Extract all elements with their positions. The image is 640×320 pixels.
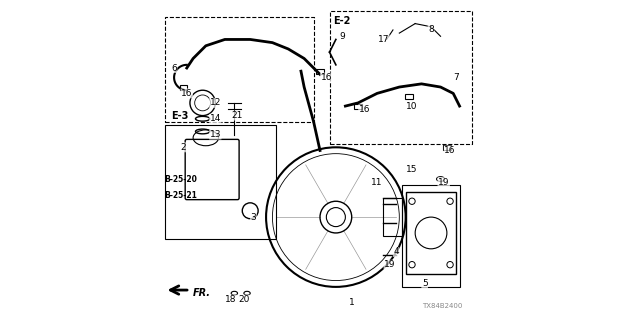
Text: 13: 13 [209, 130, 221, 139]
Text: 5: 5 [422, 279, 428, 288]
Bar [164, 125, 276, 239]
Text: 2: 2 [180, 143, 186, 152]
Text: FR.: FR. [193, 288, 211, 299]
Text: 17: 17 [378, 35, 389, 44]
Text: E-3: E-3 [171, 111, 188, 121]
Text: 7: 7 [454, 73, 460, 82]
Text: B-25-21: B-25-21 [164, 191, 197, 200]
Text: 8: 8 [428, 25, 434, 35]
Text: 14: 14 [210, 114, 221, 123]
Text: 3: 3 [250, 212, 256, 222]
Text: 19: 19 [384, 260, 396, 269]
Text: 16: 16 [321, 73, 332, 82]
Text: 4: 4 [394, 247, 399, 257]
Text: B-25-20: B-25-20 [164, 175, 197, 184]
Text: 10: 10 [406, 101, 418, 111]
Text: 18: 18 [225, 295, 237, 304]
Text: 6: 6 [172, 63, 177, 73]
Text: 19: 19 [438, 178, 449, 187]
Bar [403, 185, 460, 287]
Bar [330, 11, 472, 144]
Text: 1: 1 [349, 298, 355, 307]
Text: 21: 21 [232, 111, 243, 120]
Text: 16: 16 [181, 89, 193, 98]
Bar [164, 17, 314, 122]
Text: 12: 12 [210, 99, 221, 108]
Text: E-2: E-2 [333, 16, 350, 26]
Text: 11: 11 [371, 178, 383, 187]
Text: 15: 15 [406, 165, 418, 174]
Text: 16: 16 [358, 105, 370, 114]
Text: 16: 16 [444, 146, 456, 155]
Text: TX84B2400: TX84B2400 [422, 303, 463, 309]
Bar [383, 198, 403, 236]
Text: 20: 20 [238, 295, 250, 304]
Text: 9: 9 [339, 32, 345, 41]
Bar [406, 192, 456, 274]
